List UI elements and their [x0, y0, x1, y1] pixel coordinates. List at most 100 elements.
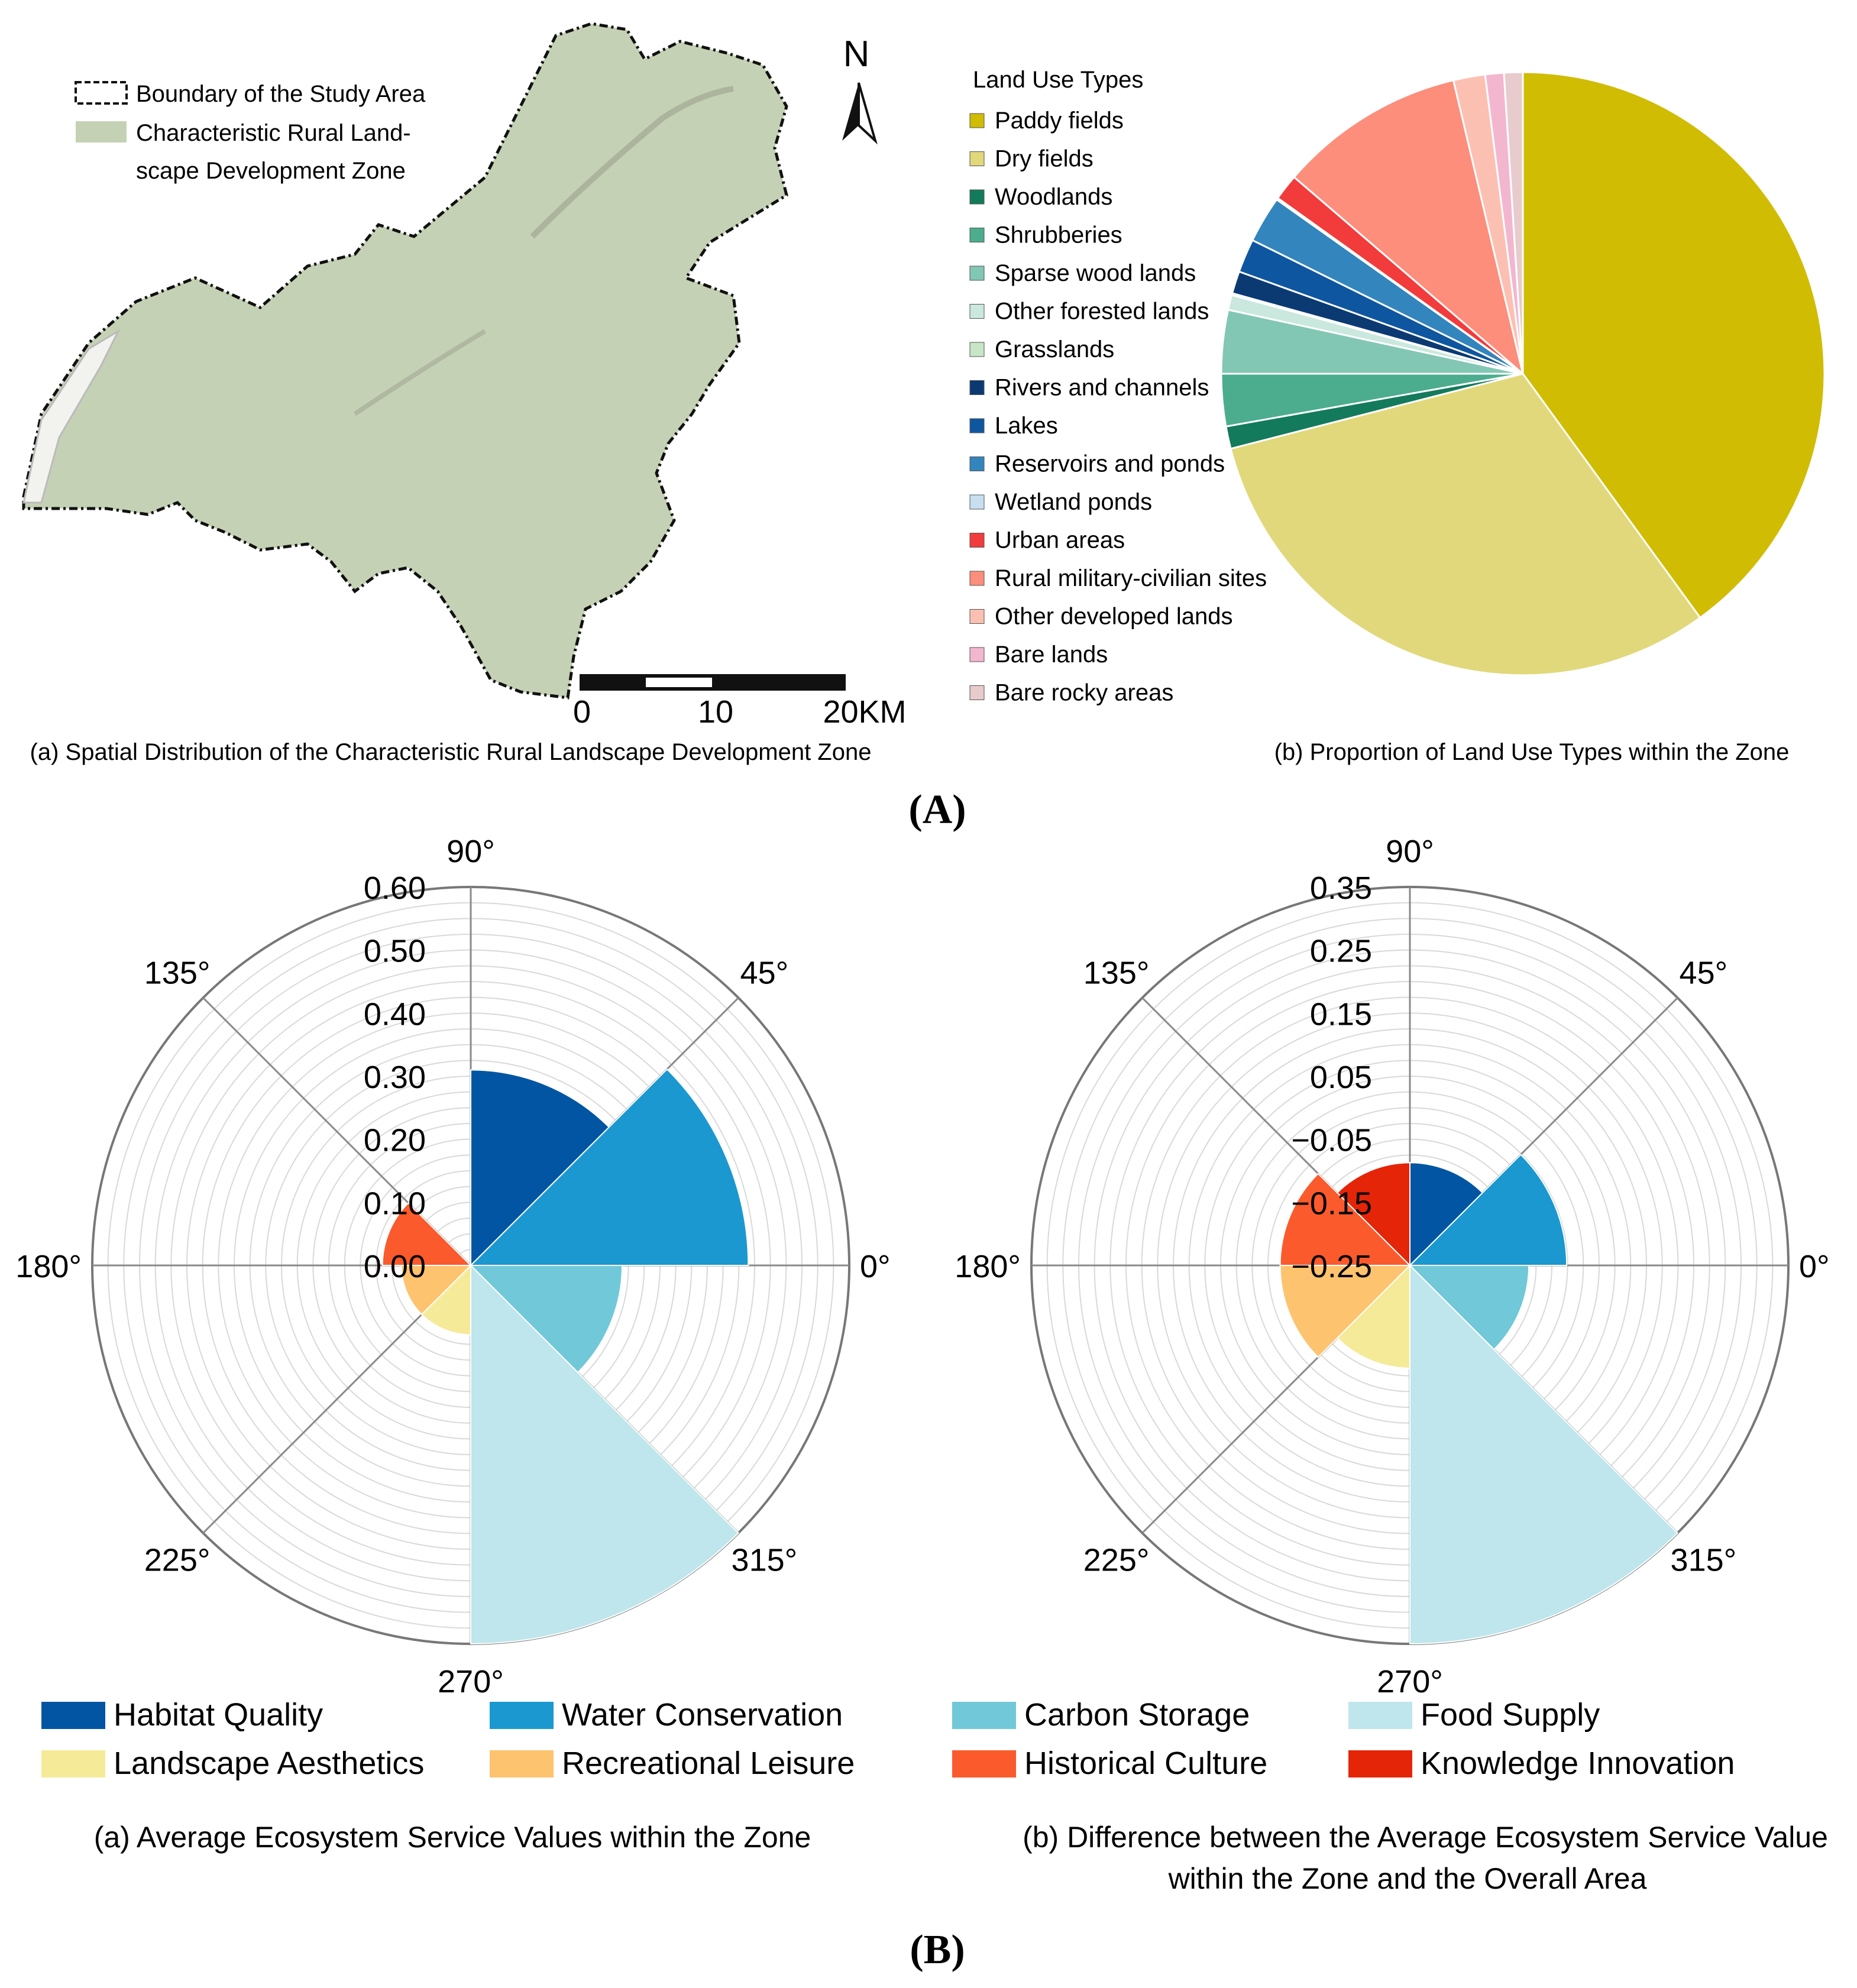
angle-tick-label: 45°	[1680, 956, 1728, 991]
pie-legend-label-bare-rocky-areas: Bare rocky areas	[995, 680, 1173, 706]
pie-legend-label-rivers-and-channels: Rivers and channels	[995, 375, 1209, 401]
pie-panel: Land Use Types Paddy fields Dry fields Woo…	[969, 67, 1826, 765]
angle-tick-label: 45°	[740, 956, 789, 991]
pie-legend-swatch-other-forested-lands	[969, 304, 985, 319]
radial-tick-label: 0.35	[1310, 870, 1372, 906]
pie-legend-label-dry-fields: Dry fields	[995, 146, 1094, 172]
pie-legend-label-urban-areas: Urban areas	[995, 527, 1125, 553]
pie-legend-label-shrubberies: Shrubberies	[995, 222, 1122, 248]
angle-tick-label: 135°	[1083, 956, 1150, 991]
legend-label-landscape-aesthetics: Landscape Aesthetics	[114, 1746, 424, 1781]
angle-tick-label: 315°	[732, 1542, 798, 1578]
polar-a-caption: (a) Average Ecosystem Service Values wit…	[94, 1821, 811, 1854]
angle-tick-label: 180°	[955, 1249, 1021, 1284]
pie-legend-label-reservoirs-and-ponds: Reservoirs and ponds	[995, 451, 1225, 477]
pie-legend-label-wetland-ponds: Wetland ponds	[995, 489, 1152, 515]
zone-legend-label-line2: scape Development Zone	[136, 158, 406, 184]
pie-legend-swatch-other-developed-lands	[969, 609, 985, 624]
legend-label-historical-culture: Historical Culture	[1024, 1746, 1267, 1781]
scale-label-20km: 20KM	[823, 694, 906, 730]
sector-habitat-quality	[1409, 1162, 1484, 1267]
sector-historical-culture	[1279, 1173, 1412, 1266]
pie-legend-swatch-reservoirs-and-ponds	[969, 456, 985, 471]
pie-legend-swatch-woodlands	[969, 189, 985, 205]
pie-caption: (b) Proportion of Land Use Types within …	[1274, 739, 1790, 765]
pie-legend-label-grasslands: Grasslands	[995, 336, 1114, 362]
radial-tick-label: 0.50	[364, 934, 426, 969]
radial-tick-label: 0.05	[1310, 1060, 1372, 1095]
sector-carbon-storage	[1408, 1265, 1530, 1351]
radial-tick-label: 0.30	[364, 1060, 426, 1095]
panel-a-label: (A)	[908, 787, 966, 833]
pie-slice-bare-rocky-areas	[1503, 71, 1524, 374]
map-caption: (a) Spatial Distribution of the Characte…	[30, 739, 872, 765]
radial-tick-label: 0.15	[1310, 996, 1372, 1032]
terrain-ridge	[353, 329, 487, 416]
legend-swatch-food-supply	[1348, 1702, 1412, 1729]
north-arrow-icon-outline	[858, 82, 878, 145]
sector-landscape-aesthetics	[1336, 1264, 1410, 1369]
angle-tick-label: 180°	[15, 1249, 82, 1284]
pie-legend-swatch-bare-rocky-areas	[969, 685, 985, 700]
angle-tick-label: 225°	[144, 1542, 211, 1578]
angle-tick-label: 0°	[1799, 1249, 1830, 1284]
map-panel: Boundary of the Study Area Characteristi…	[22, 22, 907, 765]
legend-label-habitat-quality: Habitat Quality	[114, 1697, 323, 1733]
radial-tick-label: −0.05	[1291, 1123, 1372, 1158]
sector-water-conservation	[1408, 1154, 1568, 1266]
legend-swatch-landscape-aesthetics	[41, 1750, 105, 1777]
polar-chart-b: −0.25 −0.15 −0.05 0.05 0.15 0.25 0.35 0° 45° 90° 1…	[955, 834, 1829, 1699]
pie-legend-label-lakes: Lakes	[995, 413, 1058, 439]
river-area	[22, 329, 121, 504]
pie-legend-label-other-developed-lands: Other developed lands	[995, 604, 1233, 630]
pie-legend-swatch-wetland-ponds	[969, 494, 985, 510]
sector-landscape-aesthetics	[420, 1264, 471, 1336]
sector-historical-culture	[381, 1202, 473, 1266]
pie-legend-swatch-dry-fields	[969, 151, 985, 166]
angle-tick-label: 0°	[860, 1249, 891, 1284]
north-arrow-icon	[842, 83, 859, 141]
pie-slice-dry-fields	[1230, 373, 1701, 676]
legend-label-water-conservation: Water Conservation	[562, 1697, 843, 1733]
sector-knowledge-innovation	[1336, 1162, 1410, 1267]
pie-legend: Paddy fields Dry fields Woodlands Shrubberi…	[969, 108, 1267, 706]
legend-swatch-carbon-storage	[952, 1702, 1016, 1729]
sector-food-supply	[470, 1264, 739, 1645]
pie-legend-label-sparse-wood-lands: Sparse wood lands	[995, 260, 1196, 286]
zone-legend-swatch	[76, 121, 127, 143]
radial-tick-label: −0.15	[1291, 1186, 1372, 1221]
ecosystem-service-legend: Habitat Quality Water Conservation Carbon …	[41, 1697, 1735, 1781]
legend-label-knowledge-innovation: Knowledge Innovation	[1421, 1746, 1735, 1781]
legend-swatch-historical-culture	[952, 1750, 1016, 1777]
legend-swatch-knowledge-innovation	[1348, 1750, 1412, 1777]
pie-slice-rural-military-civilian-sites	[1293, 79, 1525, 377]
legend-label-food-supply: Food Supply	[1421, 1697, 1600, 1733]
angle-tick-label: 225°	[1083, 1542, 1150, 1578]
boundary-legend-swatch	[75, 81, 128, 105]
angle-tick-label: 90°	[447, 834, 495, 869]
pie-legend-swatch-grasslands	[969, 342, 985, 357]
panel-b-label: (B)	[910, 1927, 965, 1973]
boundary-legend-label: Boundary of the Study Area	[136, 81, 426, 107]
pie-legend-swatch-sparse-wood-lands	[969, 266, 985, 281]
scale-bar	[580, 674, 846, 691]
terrain-ridge	[530, 86, 734, 239]
angle-tick-label: 270°	[438, 1664, 504, 1699]
pie-legend-swatch-lakes	[969, 418, 985, 433]
sector-food-supply	[1409, 1264, 1678, 1645]
pie-slice-paddy-fields	[1522, 71, 1826, 619]
pie-legend-swatch-bare-lands	[969, 647, 985, 662]
pie-legend-swatch-urban-areas	[969, 533, 985, 548]
pie-legend-title: Land Use Types	[973, 67, 1143, 93]
sector-recreational-leisure	[400, 1265, 473, 1316]
pie-legend-label-other-forested-lands: Other forested lands	[995, 299, 1209, 325]
angle-tick-label: 90°	[1386, 834, 1434, 869]
polar-b-caption-line1: (b) Difference between the Average Ecosy…	[1023, 1821, 1828, 1854]
radial-tick-label: 0.10	[364, 1186, 426, 1221]
north-label: N	[843, 34, 870, 75]
polar-chart-a: 0.00 0.10 0.20 0.30 0.40 0.50 0.60 0° 45° 90° 135°…	[15, 834, 890, 1699]
radial-tick-label: −0.25	[1291, 1249, 1372, 1284]
sector-carbon-storage	[469, 1265, 623, 1374]
pie-legend-label-rural-military-civilian-sites: Rural military-civilian sites	[995, 565, 1267, 591]
